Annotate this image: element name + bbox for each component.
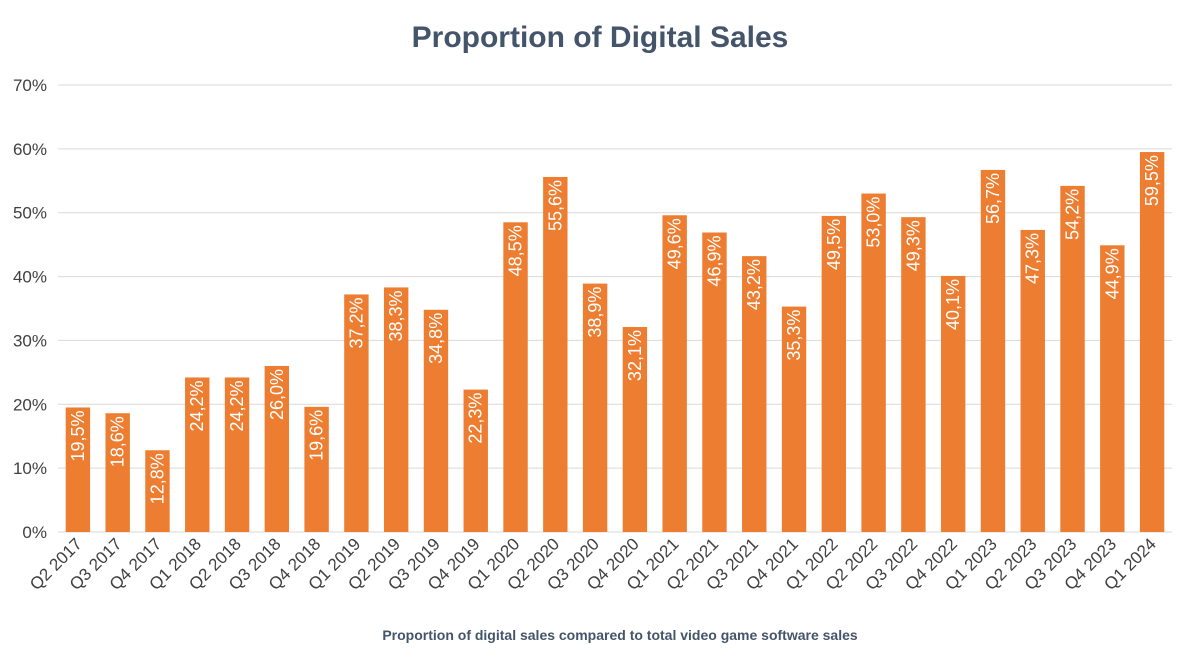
data-label: 59,5%: [1142, 155, 1162, 206]
data-label: 40,1%: [943, 279, 963, 330]
bar: [145, 450, 170, 532]
data-label: 19,5%: [68, 410, 88, 461]
y-tick-label: 60%: [13, 140, 47, 159]
x-axis-title: Proportion of digital sales compared to …: [382, 627, 858, 643]
data-labels: 19,5% 18,6% 12,8% 24,2% 24,2% 26,0% 19,6% 37,2%…: [68, 155, 1162, 504]
y-tick-label: 50%: [13, 204, 47, 223]
bar: [1060, 185, 1085, 532]
bar: [742, 256, 767, 532]
data-label: 49,6%: [665, 218, 685, 269]
data-label: 35,3%: [784, 310, 804, 361]
bar: [662, 215, 687, 533]
bar: [185, 377, 210, 532]
bar: [901, 217, 926, 533]
bar: [1020, 229, 1045, 532]
data-label: 18,6%: [108, 416, 128, 467]
y-tick-label: 20%: [13, 395, 47, 414]
data-label: 24,2%: [187, 380, 207, 431]
bar: [1139, 152, 1165, 533]
y-tick-label: 10%: [13, 459, 47, 478]
data-label: 53,0%: [864, 197, 884, 248]
data-label: 43,2%: [744, 259, 764, 310]
y-tick-label: 0%: [22, 523, 47, 542]
bar: [980, 169, 1006, 532]
data-label: 38,9%: [585, 287, 605, 338]
data-label: 26,0%: [267, 369, 287, 420]
bar: [304, 406, 329, 532]
data-label: 22,3%: [466, 393, 486, 444]
data-label: 37,2%: [346, 297, 366, 348]
data-label: 24,2%: [227, 380, 247, 431]
data-label: 47,3%: [1023, 233, 1043, 284]
bar: [543, 176, 568, 532]
bars: [65, 152, 1165, 533]
data-label: 48,5%: [506, 225, 526, 276]
bar: [582, 283, 608, 532]
data-label: 49,5%: [824, 219, 844, 270]
data-label: 44,9%: [1102, 248, 1122, 299]
data-label: 54,2%: [1063, 189, 1083, 240]
data-label: 38,3%: [386, 290, 406, 341]
bar: [383, 287, 409, 532]
bar: [861, 193, 886, 533]
bar: [264, 365, 290, 532]
bar: [423, 309, 449, 532]
bar: [781, 306, 807, 532]
bar: [65, 407, 91, 532]
y-tick-label: 70%: [13, 76, 47, 95]
bar: [463, 389, 488, 532]
y-tick-label: 30%: [13, 331, 47, 350]
bar: [622, 327, 648, 532]
bar: [1100, 245, 1125, 532]
bar: [821, 215, 847, 532]
y-tick-label: 40%: [13, 268, 47, 287]
data-label: 19,6%: [307, 410, 327, 461]
data-label: 49,3%: [903, 220, 923, 271]
y-axis: 0% 10% 20% 30% 40% 50% 60% 70%: [13, 76, 47, 542]
data-label: 56,7%: [983, 173, 1003, 224]
data-label: 32,1%: [625, 330, 645, 381]
bar: [344, 294, 369, 532]
bar: [503, 222, 528, 533]
bar: [940, 275, 966, 532]
bar: [105, 413, 130, 532]
bar: [702, 232, 727, 532]
data-label: 55,6%: [545, 180, 565, 231]
data-label: 46,9%: [704, 236, 724, 287]
data-label: 12,8%: [147, 453, 167, 504]
chart-title: Proportion of Digital Sales: [412, 21, 789, 54]
bar: [224, 377, 250, 532]
data-label: 34,8%: [426, 313, 446, 364]
